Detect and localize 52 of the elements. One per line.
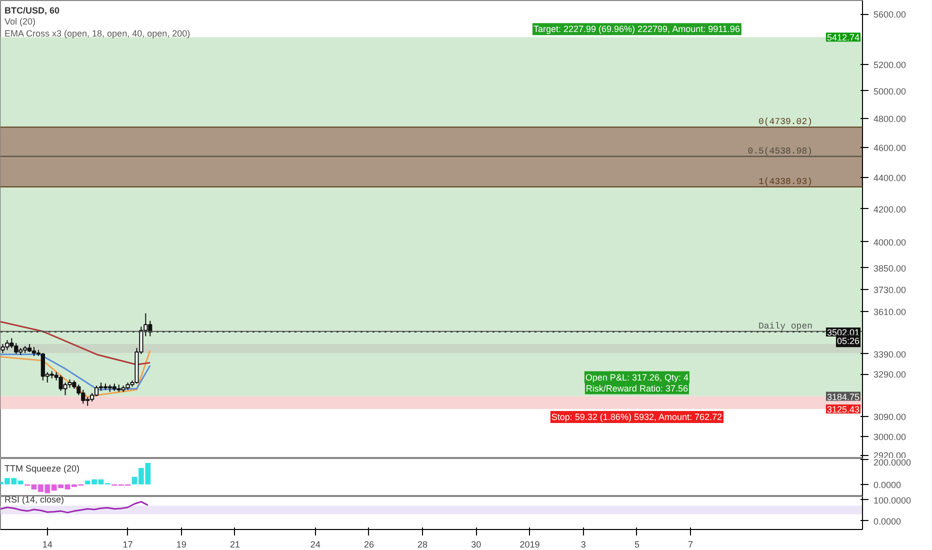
annotation: 05:26 bbox=[836, 336, 860, 346]
y-tick-label: 0.0000 bbox=[874, 516, 902, 526]
y-tick-label: 5000.00 bbox=[874, 86, 906, 96]
x-tick-label: 28 bbox=[418, 540, 428, 550]
y-tick-label: 3390.00 bbox=[874, 349, 906, 360]
y-tick-label: 3290.00 bbox=[874, 370, 906, 380]
y-tick-label: 4600.00 bbox=[874, 142, 906, 153]
annotation: EMA Cross x3 (open, 18, open, 40, open, 200) bbox=[4, 28, 190, 38]
y-tick-label: 5200.00 bbox=[874, 60, 906, 70]
y-tick-label: 4000.00 bbox=[874, 237, 906, 248]
candlestick bbox=[94, 385, 99, 397]
x-tick-label: 7 bbox=[688, 540, 694, 550]
y-tick-label: 4200.00 bbox=[874, 204, 906, 214]
y-tick-label: 3850.00 bbox=[874, 263, 906, 274]
y-tick-label: 4800.00 bbox=[874, 114, 906, 124]
x-tick-label: 3 bbox=[580, 540, 586, 550]
annotation: 3184.75 bbox=[826, 392, 860, 402]
x-tick-label: 14 bbox=[42, 540, 52, 550]
x-tick-label: 2019 bbox=[520, 540, 540, 550]
y-tick-label: 3610.00 bbox=[874, 306, 906, 317]
annotation: Vol (20) bbox=[4, 16, 36, 26]
ref-line-label: 1(4338.93) bbox=[758, 176, 813, 187]
text: BTC/USD, 60 bbox=[4, 6, 60, 16]
x-tick-label: 19 bbox=[176, 540, 186, 550]
chart-title: TTM Squeeze (20) bbox=[4, 464, 80, 474]
x-tick-label: 26 bbox=[364, 540, 374, 550]
x-tick-label: 21 bbox=[230, 540, 240, 550]
y-tick-label: 3090.00 bbox=[874, 412, 906, 422]
y-tick-label: 5600.00 bbox=[874, 10, 906, 20]
line-series bbox=[0, 354, 151, 390]
y-tick-label: 3000.00 bbox=[874, 432, 906, 442]
line-series bbox=[0, 321, 151, 366]
y-tick-label: 4400.00 bbox=[874, 172, 906, 183]
line-series bbox=[0, 350, 151, 398]
x-tick-label: 24 bbox=[310, 540, 320, 550]
annotation: 5412.74 bbox=[826, 32, 860, 43]
x-tick-label: 30 bbox=[471, 540, 482, 550]
y-tick-label: 0.0000 bbox=[874, 480, 902, 490]
annotation: 3502.01 bbox=[826, 327, 860, 338]
annotation: Target: 2227.99 (69.96%) 222799, Amount: 9911.96 bbox=[533, 24, 740, 34]
x-tick-label: 5 bbox=[634, 540, 640, 550]
x-tick-label: 17 bbox=[122, 540, 133, 550]
y-tick-label: 3730.00 bbox=[874, 284, 906, 295]
ref-line-label: Daily open bbox=[758, 321, 813, 332]
ref-line-label: 0.5(4538.98) bbox=[748, 146, 812, 156]
annotation: Risk/Reward Ratio: 37.56 bbox=[586, 383, 688, 394]
annotation: Stop: 59.32 (1.86%) 5932, Amount: 762.72 bbox=[551, 412, 722, 422]
ref-line-label: 0(4739.02) bbox=[758, 117, 813, 128]
annotation: 3125.43 bbox=[826, 404, 860, 414]
y-tick-label: 200.0000 bbox=[874, 458, 912, 468]
annotation: Open P&L: 317.26, Qty: 4 bbox=[585, 372, 688, 382]
y-tick-label: 100.0000 bbox=[874, 496, 912, 506]
